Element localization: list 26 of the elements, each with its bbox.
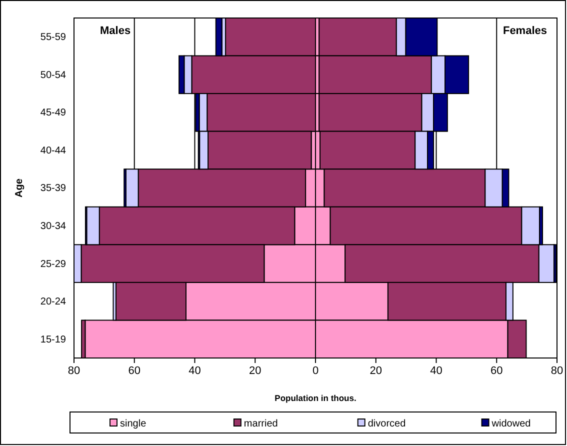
y-tick-label: 25-29 [40, 258, 66, 270]
y-tick-label: 45-49 [40, 108, 66, 119]
y-tick-label: 55-59 [40, 32, 66, 44]
y-tick-label: 35-39 [40, 183, 66, 194]
annotation: Males [100, 25, 131, 37]
x-tick-label: 20 [370, 364, 382, 377]
y-tick-label: 50-54 [40, 70, 66, 81]
legend-label: married [244, 418, 278, 430]
y-tick-label: 40-44 [40, 145, 66, 156]
x-tick-label: 20 [249, 364, 262, 377]
x-tick-label: 40 [430, 364, 442, 377]
x-tick-label: 80 [550, 364, 564, 377]
y-tick-label: 15-19 [40, 334, 66, 346]
x-tick-label: 60 [128, 364, 140, 377]
legend-label: single [120, 418, 147, 430]
x-tick-label: 40 [188, 364, 201, 377]
annotation: Females [502, 25, 547, 37]
x-tick-label: 80 [68, 364, 80, 377]
legend-label: divorced [368, 418, 406, 430]
x-axis-title: Population in thous. [274, 393, 356, 403]
y-axis-title: Age [14, 178, 25, 198]
x-tick-label: 0 [312, 364, 319, 377]
legend-label: widowed [490, 418, 531, 430]
y-tick-label: 30-34 [40, 220, 66, 232]
x-tick-label: 60 [490, 364, 503, 377]
y-tick-label: 20-24 [40, 296, 66, 308]
